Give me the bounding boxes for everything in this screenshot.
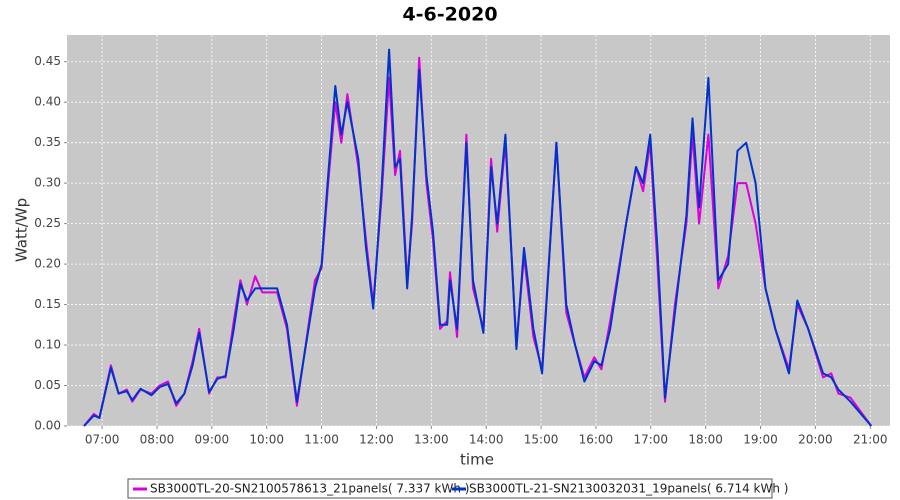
legend	[127, 478, 773, 499]
chart-title: 4-6-2020	[402, 4, 497, 26]
legend-label: SB3000TL-21-SN2130032031_19panels( 6.714…	[469, 482, 788, 496]
x-tick-label: 18:00	[688, 433, 723, 447]
x-tick-label: 17:00	[633, 433, 668, 447]
y-axis-label: Watt/Wp	[13, 198, 31, 262]
y-tick-label: 0.05	[34, 378, 61, 392]
x-tick-label: 10:00	[249, 433, 284, 447]
x-tick-label: 11:00	[304, 433, 339, 447]
x-tick-label: 19:00	[743, 433, 778, 447]
x-axis-label: time	[460, 451, 494, 469]
x-tick-label: 20:00	[798, 433, 833, 447]
y-tick-label: 0.30	[34, 176, 61, 190]
x-tick-label: 13:00	[414, 433, 449, 447]
y-tick-label: 0.00	[34, 419, 61, 433]
x-tick-label: 14:00	[469, 433, 504, 447]
x-tick-label: 09:00	[195, 433, 230, 447]
y-tick-label: 0.35	[34, 135, 61, 149]
x-tick-label: 08:00	[140, 433, 175, 447]
x-tick-label: 16:00	[579, 433, 614, 447]
y-tick-label: 0.45	[34, 54, 61, 68]
y-tick-label: 0.10	[34, 338, 61, 352]
y-tick-label: 0.40	[34, 95, 61, 109]
x-tick-label: 21:00	[853, 433, 888, 447]
x-tick-label: 07:00	[85, 433, 120, 447]
y-tick-label: 0.15	[34, 297, 61, 311]
x-tick-label: 15:00	[524, 433, 559, 447]
y-tick-label: 0.25	[34, 216, 61, 230]
series-line	[83, 48, 873, 427]
y-tick-label: 0.20	[34, 257, 61, 271]
legend-label: SB3000TL-20-SN2100578613_21panels( 7.337…	[150, 482, 469, 496]
x-tick-label: 12:00	[359, 433, 394, 447]
